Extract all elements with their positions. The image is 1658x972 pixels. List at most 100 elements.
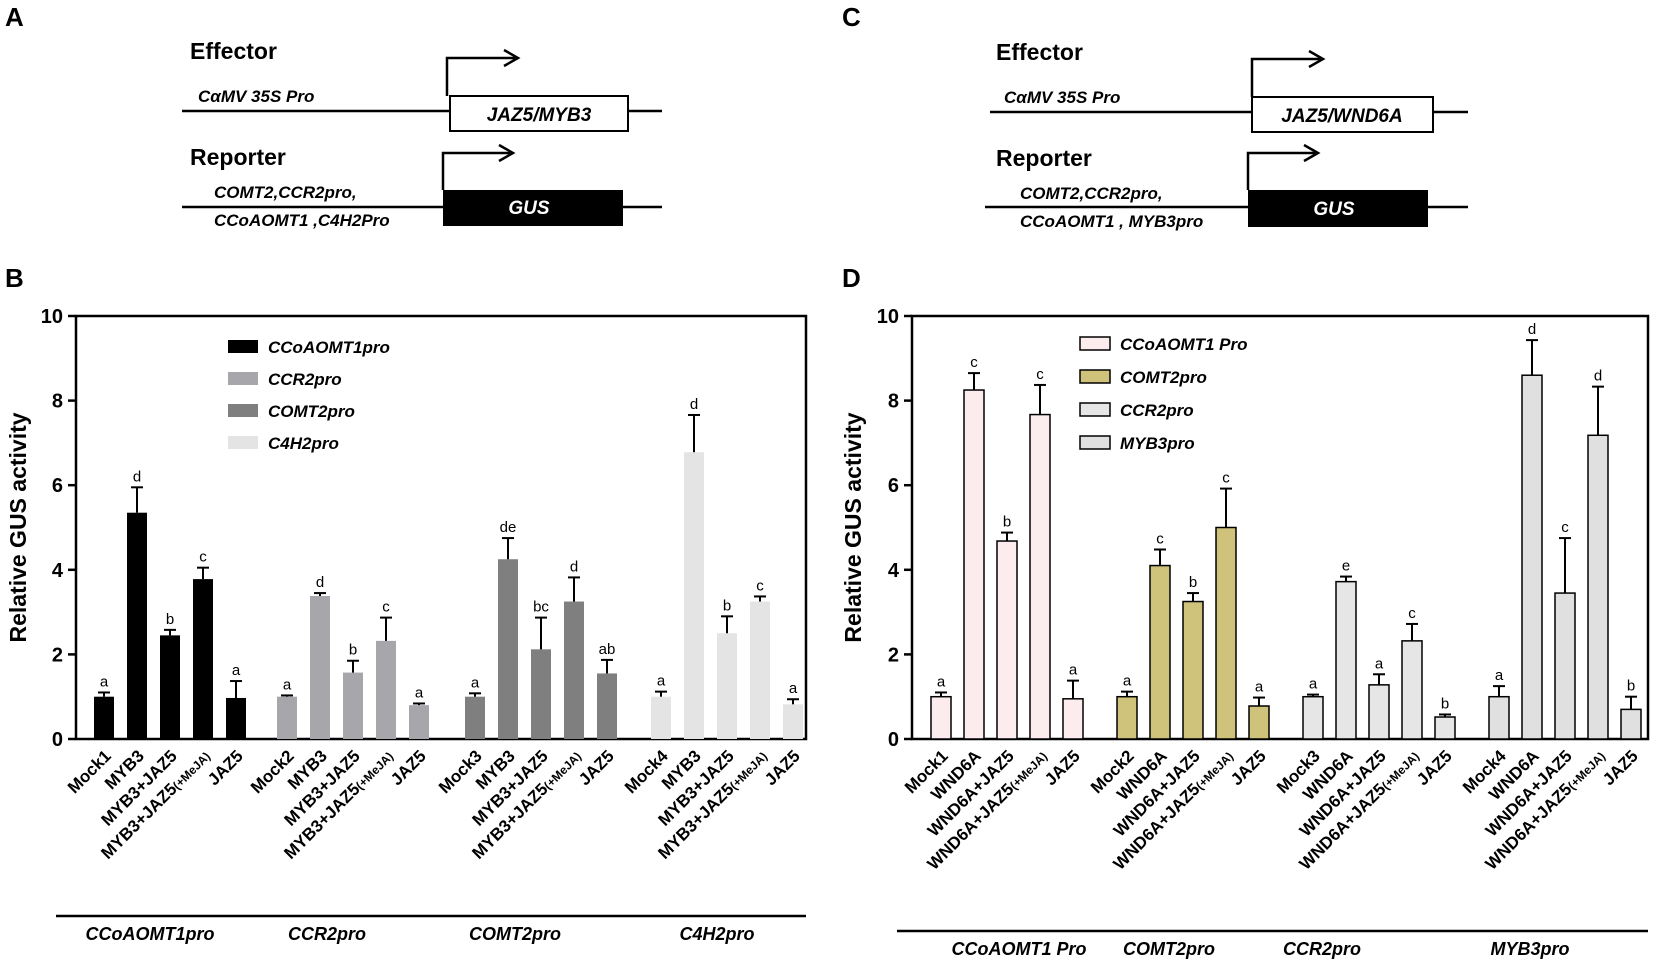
significance-letter: de — [500, 519, 517, 536]
x-tick-label: JAZ5 — [1599, 746, 1642, 789]
reporter-title-a: Reporter — [190, 144, 286, 170]
legend-swatch — [228, 340, 258, 353]
effector-box-c — [1251, 96, 1434, 133]
bar — [1302, 695, 1324, 740]
bar — [1182, 600, 1204, 740]
arrow-head-reporter-c — [1303, 143, 1321, 163]
bar — [651, 696, 671, 739]
y-tick-label: 8 — [888, 391, 899, 413]
bar — [996, 540, 1018, 740]
significance-letter: b — [166, 611, 174, 628]
panel-label-d: D — [842, 263, 861, 293]
reporter-title-c: Reporter — [996, 145, 1092, 171]
arrow-head-effector-c — [1308, 49, 1326, 69]
plot-frame — [910, 314, 1650, 741]
bar — [1488, 695, 1510, 740]
bar — [597, 673, 617, 739]
legend-swatch — [228, 372, 258, 385]
arrow-head-reporter-a — [498, 143, 516, 163]
x-tick-category: Mock1 — [64, 746, 115, 797]
group-label: MYB3pro — [1490, 939, 1569, 959]
x-tick-category: JAZ5 — [1413, 746, 1456, 789]
reporter-box-a — [443, 190, 623, 226]
effector-box-a — [449, 95, 629, 132]
x-tick-label: JAZ5 — [204, 746, 247, 789]
legend-swatch — [228, 404, 258, 417]
effector-title-a: Effector — [190, 38, 277, 64]
group-label: CCoAOMT1 Pro — [952, 939, 1087, 959]
bar — [930, 695, 952, 740]
reporter-box-label-a: GUS — [508, 198, 550, 219]
y-tick-label: 6 — [52, 475, 63, 497]
bar — [1215, 526, 1237, 740]
significance-letter: c — [382, 599, 390, 616]
bar — [1248, 705, 1270, 740]
y-axis-label: Relative GUS activity — [5, 412, 31, 642]
schematic-a: Effector CαMV 35S Pro JAZ5/MYB3 Reporter… — [182, 38, 662, 230]
significance-letter: c — [1561, 519, 1569, 536]
reporter-box-label-c: GUS — [1313, 199, 1355, 220]
x-tick-label: JAZ5 — [387, 746, 430, 789]
significance-letter: a — [1123, 673, 1132, 690]
significance-letter: b — [349, 642, 357, 659]
bar — [1587, 434, 1609, 740]
significance-letter: a — [471, 674, 480, 691]
arrow-reporter-c — [1246, 151, 1315, 190]
arrow-reporter-a — [441, 151, 510, 190]
significance-letter: d — [316, 574, 324, 591]
y-axis-label: Relative GUS activity — [840, 412, 866, 642]
x-tick-category: JAZ5 — [1227, 746, 1270, 789]
legend-swatch — [1079, 369, 1111, 384]
significance-letter: d — [1528, 321, 1536, 338]
x-tick-label: JAZ5 — [1041, 746, 1084, 789]
significance-letter: a — [789, 680, 798, 697]
x-tick-label: JAZ5 — [1227, 746, 1270, 789]
significance-letter: a — [1375, 655, 1384, 672]
schematic-c: Effector CαMV 35S Pro JAZ5/WND6A Reporte… — [985, 39, 1468, 231]
legend-label: CCR2pro — [268, 370, 342, 389]
y-tick-label: 10 — [877, 306, 899, 328]
bar — [1521, 374, 1543, 740]
bar — [1116, 695, 1138, 740]
significance-letter: a — [657, 673, 666, 690]
panel-label-c: C — [842, 2, 861, 32]
bar — [465, 696, 485, 739]
significance-letter: b — [1441, 695, 1449, 712]
significance-letter: a — [100, 673, 109, 690]
significance-letter: c — [756, 577, 764, 594]
group-label: COMT2pro — [1123, 939, 1215, 959]
x-tick-label: JAZ5 — [761, 746, 804, 789]
x-tick-category: JAZ5 — [387, 746, 430, 789]
arrow-effector-c — [1250, 57, 1320, 97]
significance-letter: a — [232, 662, 241, 679]
x-tick-category: Mock3 — [435, 746, 486, 797]
legend-label: CCoAOMT1pro — [268, 338, 390, 357]
legend-swatch — [1079, 402, 1111, 417]
significance-letter: a — [1255, 679, 1264, 696]
reporter-promoter-c-1: COMT2,CCR2pro, — [1020, 184, 1163, 203]
significance-letter: b — [1189, 574, 1197, 591]
bar — [717, 633, 737, 739]
group-label: CCoAOMT1pro — [86, 924, 215, 944]
bar — [684, 452, 704, 739]
significance-letter: c — [1156, 530, 1164, 547]
x-tick-label: JAZ5 — [575, 746, 618, 789]
bar — [1620, 708, 1642, 740]
bar — [564, 601, 584, 739]
x-tick-category: JAZ5 — [575, 746, 618, 789]
legend-label: MYB3pro — [1120, 434, 1195, 453]
bar — [1149, 564, 1171, 740]
significance-letter: d — [133, 468, 141, 485]
significance-letter: d — [690, 396, 698, 413]
bar — [1335, 580, 1357, 740]
significance-letter: b — [1627, 678, 1635, 695]
bar — [531, 649, 551, 739]
bar — [193, 579, 213, 739]
legend-swatch — [1079, 435, 1111, 450]
significance-letter: d — [570, 558, 578, 575]
x-tick-label: Mock3 — [435, 746, 486, 797]
bar — [498, 559, 518, 739]
legend-label: COMT2pro — [268, 402, 355, 421]
